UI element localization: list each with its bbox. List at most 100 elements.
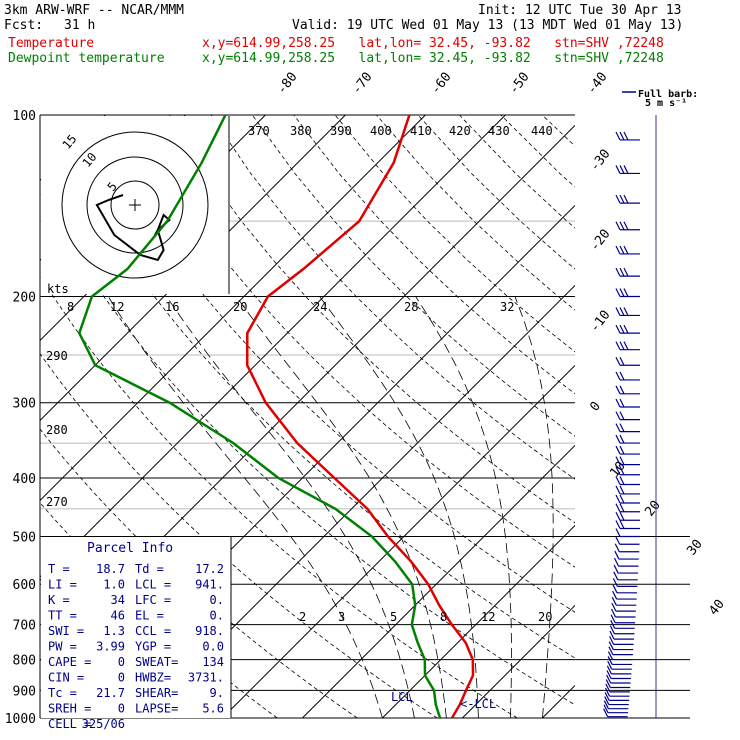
wind-barb-flag <box>623 221 629 231</box>
parcel-info-cell: SWEAT= <box>135 655 178 669</box>
parcel-info-cell: 3.99 <box>96 640 125 654</box>
wind-barb-flag <box>603 700 609 709</box>
parcel-info-cell: 0 <box>118 655 125 669</box>
parcel-info-cell: CCL = <box>135 624 171 638</box>
isotherm--60 <box>40 115 426 502</box>
dry-adiabat-300 <box>40 274 518 718</box>
parcel-info-cell: 3731. <box>188 671 224 685</box>
wind-barb-flag <box>619 221 625 231</box>
wind-barb-flag <box>605 679 611 688</box>
hodograph-trace <box>95 194 171 262</box>
isotherm-10 <box>382 524 575 718</box>
wind-barb-flag <box>615 466 621 476</box>
wind-barb-flag <box>619 503 625 513</box>
wind-barb-flag <box>619 445 625 455</box>
wind-barb-flag <box>606 674 612 684</box>
wind-barb-flag <box>615 476 621 485</box>
wind-barb-flag <box>619 324 625 334</box>
theta-label: 380 <box>290 124 312 138</box>
wind-barb-flag <box>610 614 616 623</box>
wind-barb-flag <box>615 494 621 504</box>
wind-barb-flag <box>619 466 625 476</box>
parcel-info-cell: 1.3 <box>103 624 125 638</box>
dry-adiabat-460 <box>625 115 740 718</box>
parcel-info-cell: CAPE = <box>48 655 91 669</box>
wind-barb-flag <box>605 683 611 693</box>
mixing-ratio-label: 12 <box>481 610 495 624</box>
wind-barb-flag <box>623 194 629 204</box>
wind-barb-flag <box>623 165 629 174</box>
theta-label: 280 <box>46 423 68 437</box>
wind-barb-flag <box>619 494 625 504</box>
parcel-info-cell: Tc = <box>48 686 77 700</box>
isotherm-label: -80 <box>274 70 300 98</box>
isotherm-label: -10 <box>587 308 613 336</box>
parcel-info-cell: TT = <box>48 609 77 623</box>
wind-barb-flag <box>619 434 625 444</box>
isotherm-label: -60 <box>428 70 454 98</box>
parcel-info-cell: 9. <box>210 686 224 700</box>
wind-barb-flag <box>619 476 625 485</box>
wind-barb-flag <box>615 324 621 334</box>
moist-adiabat-22 <box>319 296 479 718</box>
theta-label: 270 <box>46 495 68 509</box>
theta-label: 440 <box>531 124 553 138</box>
wind-barb-flag <box>604 692 610 701</box>
pressure-label-100: 100 <box>13 109 36 124</box>
dry-adiabat-370 <box>251 115 575 437</box>
wind-barb-flag <box>615 456 621 465</box>
isotherm-label: 0 <box>587 399 604 414</box>
theta-label: 390 <box>330 124 352 138</box>
pressure-label-500: 500 <box>13 530 36 545</box>
temperature-legend: Temperature <box>8 36 95 51</box>
wind-barb-flag <box>612 590 618 600</box>
hodograph-ring <box>110 180 160 230</box>
isotherm-label: -50 <box>506 70 532 98</box>
wind-barb-flag <box>615 341 621 350</box>
mixing-ratio-label: 20 <box>538 610 552 624</box>
wind-barb-flag <box>611 596 617 606</box>
wind-barb-flag <box>619 307 625 316</box>
parcel-info-cell: LI = <box>48 578 77 592</box>
wind-barb-flag <box>606 670 612 679</box>
wind-barb-flag <box>609 630 615 640</box>
wind-barb-flag <box>619 385 625 395</box>
parcel-info-cell: 0. <box>210 593 224 607</box>
wind-barb-flag <box>619 520 625 529</box>
wind-barb-flag <box>615 423 621 432</box>
valid-time: Valid: 19 UTC Wed 01 May 13 (13 MDT Wed … <box>292 18 684 33</box>
wind-barb-flag <box>619 398 625 408</box>
wind-barb-flag <box>619 341 625 350</box>
hodo-speed-label: 20 <box>233 300 247 314</box>
wind-barb-flag <box>615 307 621 316</box>
wind-barb-flag <box>612 578 618 587</box>
wind-barb-flag <box>615 434 621 444</box>
parcel-info-cell: 0 <box>118 702 125 716</box>
wind-barb-flag <box>619 131 625 141</box>
wind-barb-flag <box>614 550 620 560</box>
wind-barb-flag <box>614 543 620 553</box>
wind-barb-flag <box>615 288 621 297</box>
theta-label: 420 <box>449 124 471 138</box>
parcel-info-cell: EL = <box>135 609 164 623</box>
isotherm-20 <box>462 604 575 718</box>
isotherm-label: 40 <box>706 597 727 619</box>
dry-adiabat-380 <box>293 115 575 395</box>
dewpoint-legend: Dewpoint temperature <box>8 51 165 66</box>
parcel-info-cell: 0 <box>118 671 125 685</box>
hodo-speed-label: 12 <box>110 300 124 314</box>
mixing-ratio-label: 8 <box>440 610 447 624</box>
theta-label: 370 <box>248 124 270 138</box>
wind-barb-flag <box>613 557 620 567</box>
model-title: 3km ARW-WRF -- NCAR/MMM <box>4 3 185 18</box>
parcel-info-title: Parcel Info <box>87 541 173 556</box>
wind-barb-flag <box>615 512 621 521</box>
theta-label: 400 <box>370 124 392 138</box>
parcel-info-cell: SWI = <box>48 624 84 638</box>
theta-label: 290 <box>46 349 68 363</box>
forecast-hours: 31 h <box>64 18 96 33</box>
barb-legend-units: 5 m s⁻¹ <box>645 98 687 109</box>
mixing-ratio-label: 3 <box>338 610 345 624</box>
wind-barb-flag <box>615 245 621 255</box>
parcel-info-cell: 34 <box>111 593 125 607</box>
